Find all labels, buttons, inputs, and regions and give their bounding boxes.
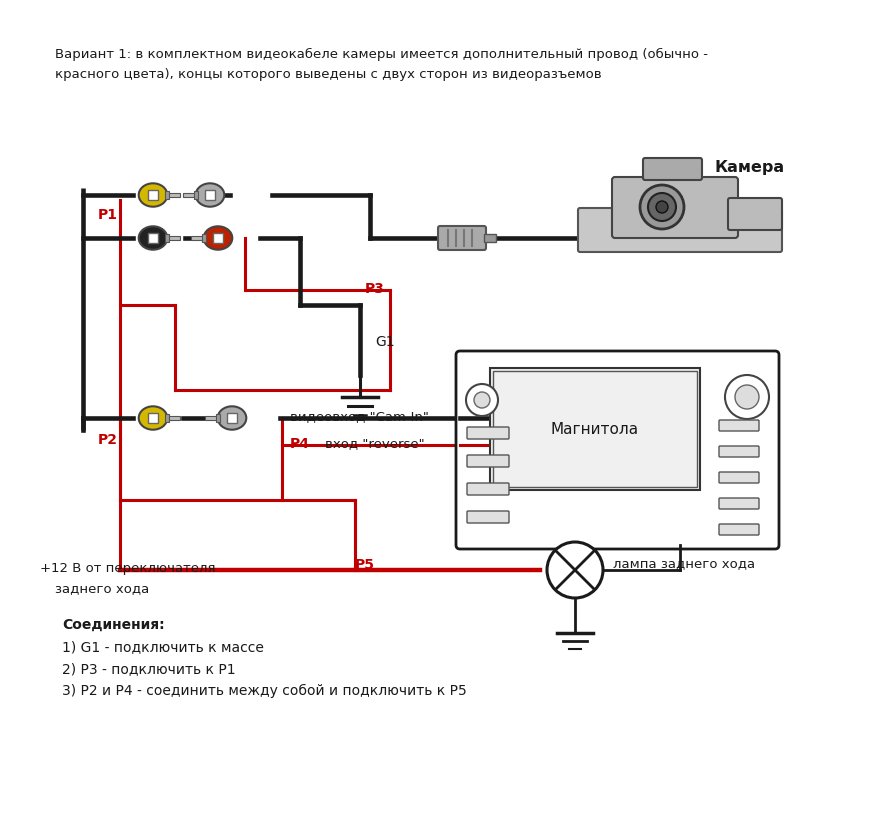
FancyBboxPatch shape (719, 472, 759, 483)
FancyBboxPatch shape (728, 198, 782, 230)
Bar (166, 193, 180, 197)
Circle shape (474, 392, 490, 408)
FancyBboxPatch shape (456, 351, 779, 549)
Ellipse shape (217, 406, 247, 429)
Bar (493, 371, 697, 487)
FancyBboxPatch shape (719, 420, 759, 431)
Circle shape (656, 201, 668, 213)
Bar (490, 368, 700, 490)
Text: 2) Р3 - подключить к Р1: 2) Р3 - подключить к Р1 (62, 662, 236, 676)
Text: лампа заднего хода: лампа заднего хода (613, 557, 755, 570)
Text: 3) Р2 и Р4 - соединить между собой и подключить к Р5: 3) Р2 и Р4 - соединить между собой и под… (62, 684, 467, 698)
FancyBboxPatch shape (467, 427, 509, 439)
Bar (205, 415, 219, 420)
Bar (202, 234, 206, 242)
Text: P4: P4 (290, 437, 310, 451)
FancyBboxPatch shape (467, 455, 509, 467)
Bar (484, 234, 496, 242)
Circle shape (466, 384, 498, 416)
Text: вход "reverse": вход "reverse" (325, 437, 424, 450)
FancyBboxPatch shape (719, 446, 759, 457)
FancyBboxPatch shape (719, 498, 759, 509)
Ellipse shape (139, 183, 167, 207)
Ellipse shape (139, 227, 167, 250)
Text: Соединения:: Соединения: (62, 618, 164, 632)
Bar (205, 190, 215, 200)
Ellipse shape (139, 406, 167, 429)
Bar (216, 414, 219, 422)
Circle shape (648, 193, 676, 221)
Bar (165, 191, 169, 200)
FancyBboxPatch shape (643, 158, 702, 180)
Bar (227, 414, 237, 423)
Bar (213, 233, 223, 242)
Bar (183, 193, 197, 197)
Text: Магнитола: Магнитола (551, 421, 639, 437)
Bar (165, 414, 169, 422)
FancyBboxPatch shape (719, 524, 759, 535)
Circle shape (640, 185, 684, 229)
Text: P2: P2 (98, 433, 118, 447)
Ellipse shape (195, 183, 225, 207)
Text: P5: P5 (355, 558, 375, 572)
Bar (149, 233, 157, 242)
FancyBboxPatch shape (467, 511, 509, 523)
Text: 1) G1 - подключить к массе: 1) G1 - подключить к массе (62, 640, 264, 654)
Text: заднего хода: заднего хода (55, 582, 149, 595)
FancyBboxPatch shape (438, 226, 486, 250)
Bar (149, 190, 157, 200)
Bar (194, 191, 198, 200)
FancyBboxPatch shape (578, 208, 782, 252)
Text: +12 В от переключателя: +12 В от переключателя (40, 562, 216, 575)
Circle shape (547, 542, 603, 598)
Bar (166, 415, 180, 420)
Text: Вариант 1: в комплектном видеокабеле камеры имеется дополнительный провод (обычн: Вариант 1: в комплектном видеокабеле кам… (55, 48, 708, 61)
Bar (166, 236, 180, 241)
Text: P3: P3 (365, 282, 385, 296)
Circle shape (735, 385, 759, 409)
Text: видеовход "Cam-In": видеовход "Cam-In" (290, 410, 429, 423)
Text: G1: G1 (375, 335, 394, 349)
Text: красного цвета), концы которого выведены с двух сторон из видеоразъемов: красного цвета), концы которого выведены… (55, 68, 602, 81)
Text: P1: P1 (98, 208, 118, 222)
Ellipse shape (203, 227, 232, 250)
Bar (149, 414, 157, 423)
FancyBboxPatch shape (467, 483, 509, 495)
Bar (191, 236, 205, 241)
Bar (165, 234, 169, 242)
Text: Камера: Камера (715, 160, 785, 175)
Circle shape (725, 375, 769, 419)
FancyBboxPatch shape (612, 177, 738, 238)
